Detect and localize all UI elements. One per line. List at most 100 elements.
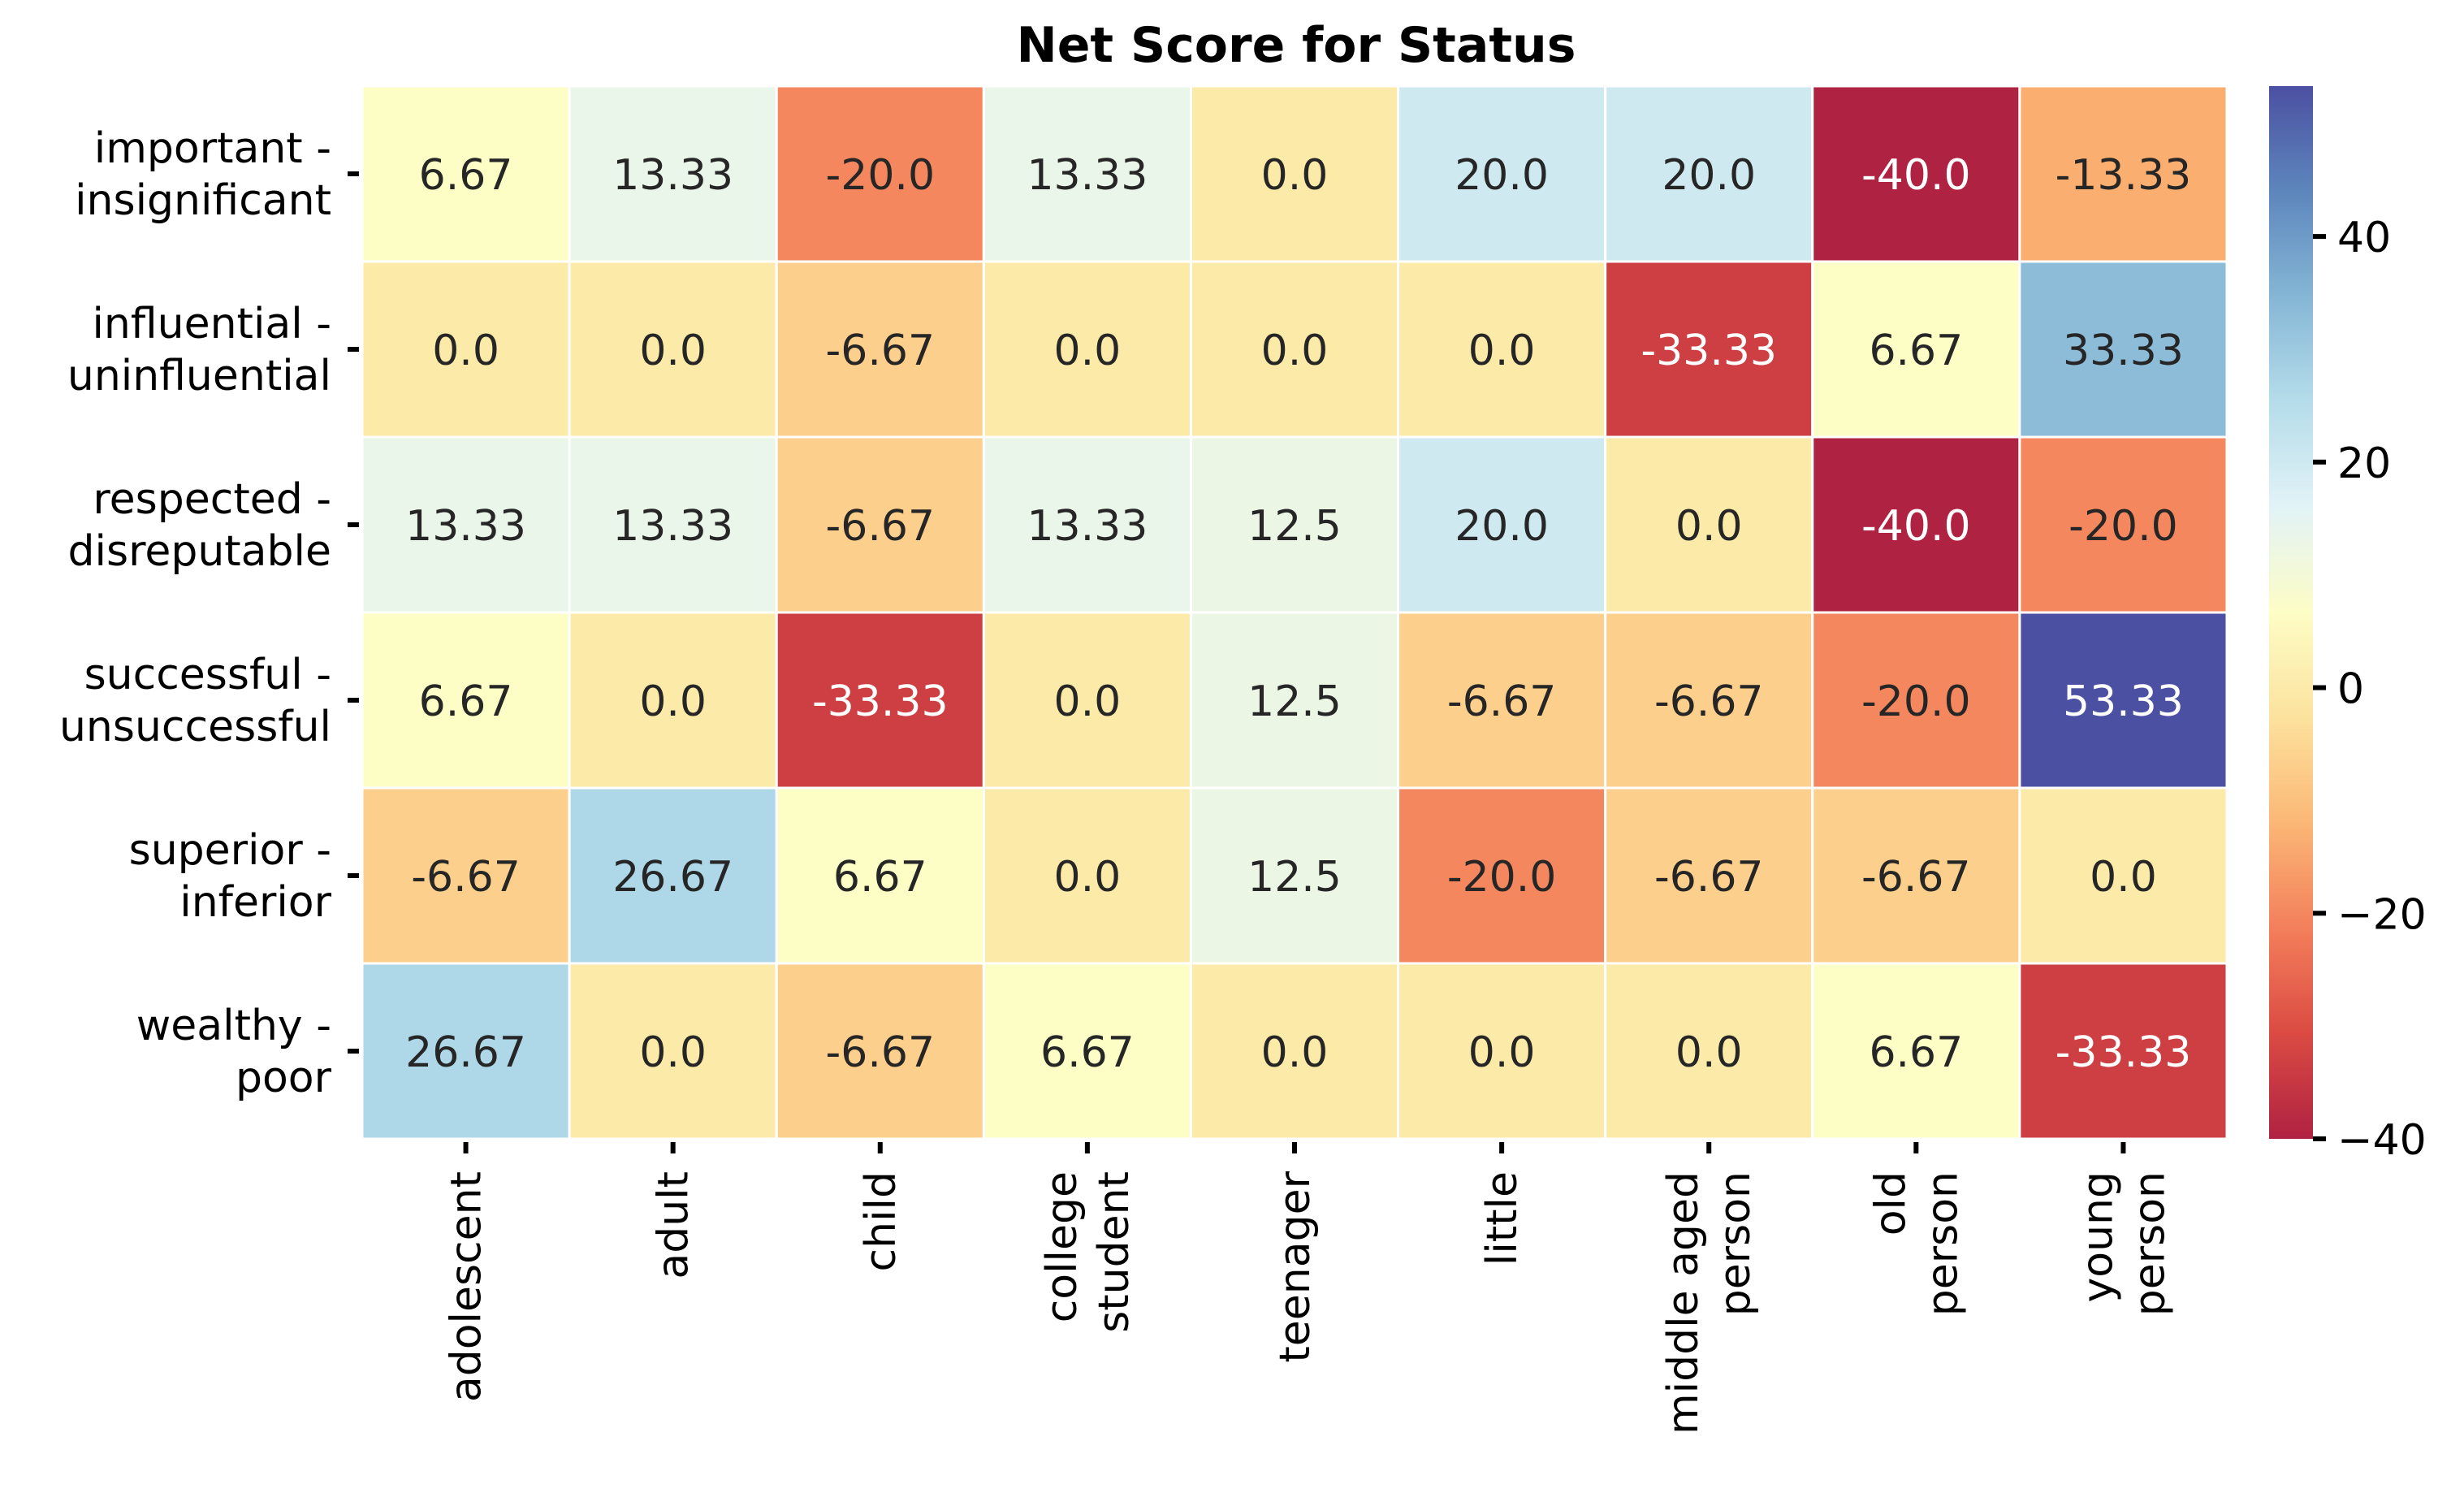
column-label-group: teenager: [1271, 1171, 1320, 1362]
heatmap-cell: [775, 84, 985, 263]
colorbar: 40 20 0 −20 −40: [2269, 86, 2427, 1165]
cell-value-label: -33.33: [812, 677, 949, 726]
column-label: college: [1038, 1171, 1087, 1322]
heatmap-cell: [2018, 611, 2228, 790]
cell-value-label: 13.33: [405, 502, 526, 551]
row-label: superior -: [129, 826, 331, 875]
heatmap-cell: [982, 84, 1192, 263]
row-label: respected -: [93, 475, 331, 524]
column-label-group: young person: [2073, 1171, 2174, 1316]
column-label-group: adolescent: [443, 1171, 491, 1402]
heatmap-cell: [775, 962, 985, 1140]
cell-value-label: -6.67: [411, 853, 521, 902]
cell-value-label: -6.67: [826, 327, 936, 375]
heatmap-cell: [568, 435, 778, 614]
column-label: middle aged: [1659, 1171, 1708, 1435]
heatmap-cell: [982, 435, 1192, 614]
heatmap-cell: [775, 435, 985, 614]
column-label: little: [1478, 1171, 1527, 1266]
cell-value-label: 0.0: [1468, 327, 1536, 375]
cell-value-label: -6.67: [826, 1028, 936, 1077]
row-label: unsuccessful: [59, 703, 331, 751]
heatmap-cell: [1189, 435, 1400, 614]
cell-value-label: 0.0: [639, 1028, 707, 1077]
heatmap-cell: [1604, 435, 1814, 614]
row-labels: important -insignificant influential -uni…: [59, 124, 359, 1102]
cell-value-label: 0.0: [1054, 853, 1122, 902]
cell-value-label: 26.67: [405, 1028, 526, 1077]
cell-value-label: -13.33: [2055, 151, 2192, 200]
cell-value-label: -6.67: [1447, 677, 1557, 726]
heatmap-cell: [982, 260, 1192, 439]
heatmap-cell: [1811, 962, 2021, 1140]
cell-value-label: 0.0: [639, 327, 707, 375]
cell-value-label: 13.33: [612, 502, 733, 551]
row-label: disreputable: [68, 527, 331, 576]
column-label-group: old person: [1866, 1171, 1967, 1316]
column-label: old: [1866, 1171, 1915, 1236]
heatmap-cell: [982, 611, 1192, 790]
cell-value-label: -40.0: [1861, 151, 1971, 200]
colorbar-tick-label: 0: [2337, 665, 2364, 714]
cell-value-label: 12.5: [1247, 853, 1342, 902]
column-label: child: [857, 1171, 906, 1271]
heatmap-cell: [568, 84, 778, 263]
cell-value-label: 0.0: [1261, 327, 1329, 375]
cell-value-label: 33.33: [2063, 327, 2184, 375]
heatmap-cell: [1397, 786, 1607, 965]
heatmap-cell: [982, 786, 1192, 965]
row-label: important -: [94, 124, 331, 173]
column-label-group: college student: [1038, 1171, 1139, 1333]
column-label-group: child: [857, 1171, 906, 1271]
cell-value-label: 20.0: [1662, 151, 1756, 200]
heatmap-cell: [1397, 84, 1607, 263]
column-labels: adolescent adult child college student teenag…: [443, 1142, 2174, 1435]
heatmap-cell: [1604, 260, 1814, 439]
cell-value-label: 0.0: [1054, 677, 1122, 726]
cell-value-label: -20.0: [826, 151, 936, 200]
cell-value-label: -6.67: [826, 502, 936, 551]
heatmap-cell: [361, 435, 571, 614]
cell-value-label: 0.0: [1468, 1028, 1536, 1077]
cell-value-label: 6.67: [419, 151, 513, 200]
heatmap-cell: [2018, 962, 2228, 1140]
heatmap-cell: [361, 611, 571, 790]
cell-value-label: 0.0: [2090, 853, 2157, 902]
colorbar-tick-label: −40: [2337, 1116, 2427, 1165]
row-label: successful -: [84, 651, 331, 699]
cell-value-label: 0.0: [1054, 327, 1122, 375]
row-label: poor: [236, 1054, 332, 1102]
heatmap-cells: 6.67 13.33 -20.0 13.33 0.0 20.0 20.0 -40.0 -13.3…: [361, 84, 2228, 1140]
heatmap-cell: [568, 611, 778, 790]
cell-value-label: 20.0: [1455, 151, 1549, 200]
cell-value-label: -20.0: [1447, 853, 1557, 902]
cell-value-label: 6.67: [1869, 1028, 1963, 1077]
heatmap-cell: [775, 786, 985, 965]
colorbar-tick-label: 20: [2337, 439, 2391, 488]
cell-value-label: -6.67: [1654, 853, 1764, 902]
heatmap-cell: [1604, 786, 1814, 965]
column-label: teenager: [1271, 1171, 1320, 1362]
column-label: young: [2073, 1171, 2122, 1303]
cell-value-label: 53.33: [2063, 677, 2184, 726]
heatmap-cell: [361, 84, 571, 263]
cell-value-label: 13.33: [1027, 151, 1148, 200]
column-label-group: adult: [650, 1171, 698, 1279]
heatmap-cell: [568, 962, 778, 1140]
row-label: inferior: [179, 878, 331, 927]
cell-value-label: 13.33: [612, 151, 733, 200]
row-label: influential -: [92, 300, 331, 348]
cell-value-label: 0.0: [1261, 1028, 1329, 1077]
heatmap-cell: [1189, 962, 1400, 1140]
heatmap-cell: [982, 962, 1192, 1140]
column-label: student: [1090, 1171, 1139, 1333]
cell-value-label: -6.67: [1861, 853, 1971, 902]
heatmap-cell: [1811, 260, 2021, 439]
cell-value-label: 0.0: [1675, 1028, 1743, 1077]
cell-value-label: -6.67: [1654, 677, 1764, 726]
cell-value-label: -33.33: [2055, 1028, 2192, 1077]
colorbar-gradient: [2269, 86, 2313, 1139]
heatmap-cell: [775, 260, 985, 439]
heatmap-cell: [361, 962, 571, 1140]
